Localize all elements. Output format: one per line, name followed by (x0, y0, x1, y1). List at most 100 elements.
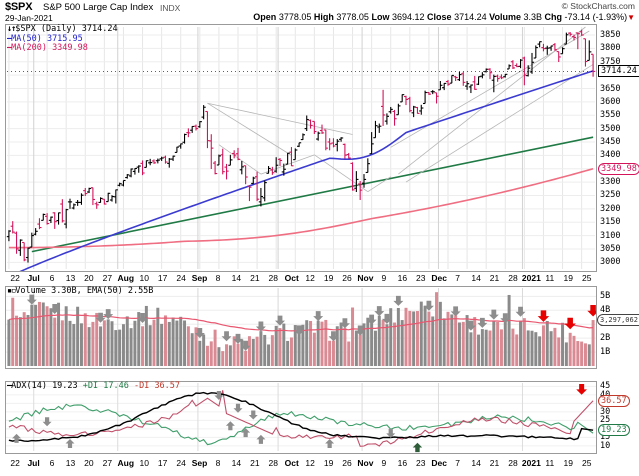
price-series-marker-icon: ↓↑ (7, 24, 16, 34)
low-value: 3694.12 (391, 12, 425, 22)
x-axis-tick: 22 (10, 458, 20, 468)
high-value: 3778.05 (336, 12, 369, 22)
ma50-marker-icon: — (7, 33, 12, 44)
x-axis-tick: 10 (139, 458, 149, 468)
chg-down-caret-icon: ▼ (627, 13, 635, 22)
price-y-tick: 3600 (600, 96, 621, 107)
price-y-tick: 3500 (600, 123, 621, 134)
adx-y-tick: 30 (600, 406, 611, 417)
x-axis-tick: 24 (176, 458, 186, 468)
ma200-marker-icon: — (7, 43, 12, 53)
last-price: 3714.24 (598, 65, 639, 78)
price-legend-spx: $SPX (Daily) 3714.24 (15, 24, 118, 34)
x-axis-tick: Dec (431, 458, 447, 468)
volume-plot (6, 288, 596, 366)
volume-y-tick: 1B (600, 347, 611, 358)
x-axis-tick: 21 (250, 458, 260, 468)
x-axis-tick: 19 (323, 273, 334, 283)
x-axis-tick: Jul (27, 458, 40, 468)
volume-label: Volume (489, 12, 521, 22)
x-axis-tick: 19 (563, 273, 573, 283)
volume-value-box: 3,297,062,08 (597, 314, 639, 327)
x-axis-tick: 12 (305, 458, 315, 468)
price-y-tick: 3100 (600, 230, 621, 241)
price-y-tick: 3250 (600, 190, 621, 201)
x-axis-tick: 11 (545, 273, 555, 283)
adx-y-tick: 15 (600, 432, 611, 443)
ohlc-quote-bar: Open 3778.05 High 3778.05 Low 3694.12 Cl… (253, 12, 635, 22)
price-chart-panel[interactable] (5, 24, 597, 272)
close-value: 3714.24 (454, 12, 487, 22)
x-axis-tick: 8 (215, 273, 221, 283)
price-legend-ma50: MA(50) 3715.95 (11, 33, 83, 44)
x-axis-tick: 7 (455, 458, 461, 468)
x-axis-tick: Oct (284, 273, 299, 283)
open-value: 3778.05 (278, 12, 312, 22)
volume-chart-panel[interactable] (5, 286, 597, 369)
low-label: Low (371, 12, 390, 22)
volume-value: 3.3B (523, 12, 543, 22)
x-axis-tick: 8 (215, 458, 221, 468)
x-axis-tick: 19 (323, 458, 334, 468)
x-axis-tick: 20 (84, 458, 94, 468)
x-axis-tick: Nov (357, 273, 374, 283)
adx-plot (6, 383, 596, 453)
x-axis-tick: 21 (489, 273, 500, 283)
x-axis-tick: 27 (102, 458, 113, 468)
minus-di-value: 36.57 (598, 394, 630, 407)
x-axis-tick: Sep (191, 458, 208, 468)
volume-y-tick: 5B (600, 291, 611, 302)
x-axis-tick: 2021 (521, 458, 541, 468)
adx-chart-panel[interactable] (5, 381, 597, 454)
x-axis-tick: 14 (471, 458, 481, 468)
price-y-tick: 3200 (600, 203, 621, 214)
price-y-tick: 3800 (600, 43, 621, 54)
x-axis-tick: 9 (381, 273, 387, 283)
price-y-tick: 3000 (600, 257, 621, 268)
price-y-tick: 3550 (600, 110, 621, 121)
x-axis-tick: 16 (397, 458, 408, 468)
x-axis-tick: 14 (231, 273, 242, 283)
x-axis-tick: 28 (508, 273, 518, 283)
volume-legend-text: Volume 3.30B, EMA(50) 2.55B (15, 286, 154, 296)
x-axis-tick: 12 (305, 273, 315, 283)
x-axis-tick: Aug (117, 273, 135, 283)
x-axis-tick: 20 (84, 273, 94, 283)
symbol-ticker[interactable]: $SPX (5, 1, 33, 13)
price-y-tick: 3450 (600, 136, 621, 147)
chg-value: -73.14 (-1.93%) (564, 12, 628, 22)
adx-marker-icon: — (7, 381, 12, 391)
close-label: Close (427, 12, 452, 22)
volume-y-axis: 5B4B3B2B1B3,297,062,08 (597, 286, 639, 369)
adx-legend-plus-di: +DI 17.46 (82, 381, 129, 391)
price-legend: ↓↑$SPX (Daily) 3714.24 —MA(50) 3715.95 —… (7, 24, 118, 54)
x-axis-tick: 25 (581, 273, 592, 283)
quote-date: 29-Jan-2021 (5, 13, 53, 23)
volume-y-tick: 2B (600, 333, 611, 344)
x-axis-tick: 25 (581, 458, 592, 468)
x-axis-tick: Oct (284, 458, 299, 468)
x-axis-tick: 23 (416, 273, 426, 283)
x-axis-tick: Dec (431, 273, 447, 283)
x-axis-tick: 7 (455, 273, 461, 283)
price-y-tick: 3300 (600, 177, 621, 188)
x-axis-tick: 19 (563, 458, 573, 468)
x-axis-tick: 6 (49, 458, 55, 468)
high-label: High (313, 12, 334, 22)
price-plot (6, 26, 596, 271)
adx-y-tick: 25 (600, 415, 611, 426)
adx-value: 19.23 (598, 424, 630, 437)
x-axis-tick: 2021 (521, 273, 541, 283)
price-y-tick: 3650 (600, 83, 621, 94)
x-axis-tick: 9 (381, 458, 387, 468)
x-axis-tick: 23 (416, 458, 426, 468)
x-axis-tick: 21 (489, 458, 500, 468)
price-y-axis: 3850380037503700365036003550350034503400… (598, 24, 639, 272)
price-y-tick: 3400 (600, 150, 621, 161)
x-axis-tick: 6 (49, 273, 55, 283)
x-axis-tick: 28 (268, 273, 278, 283)
x-axis-tick: 10 (139, 273, 149, 283)
x-axis-tick: 21 (250, 273, 260, 283)
ma200-value: 3349.98 (598, 162, 639, 175)
